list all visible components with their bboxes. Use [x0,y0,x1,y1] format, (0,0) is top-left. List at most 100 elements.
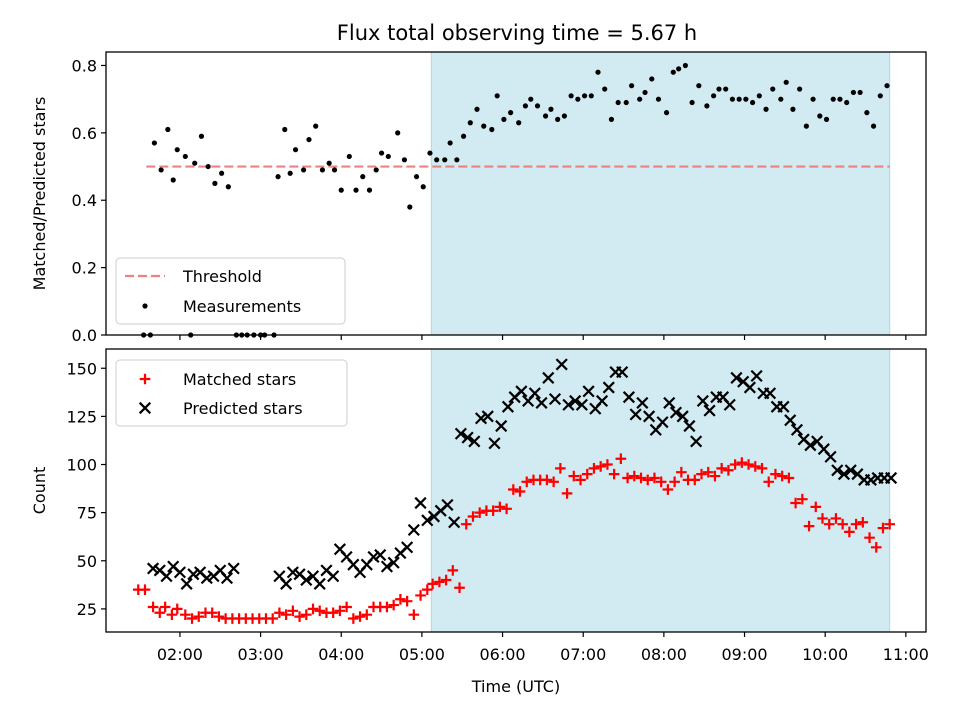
matched-stars-point [267,613,278,624]
xtick-label: 09:00 [721,645,767,664]
predicted-stars-point [616,366,629,379]
measurements-point [366,187,373,193]
matched-stars-point [474,507,486,518]
measurements-point [198,133,205,139]
predicted-stars-point [495,419,508,433]
predicted-stars-point [515,385,528,398]
bottom-ytick-label: 150 [66,359,97,378]
measurements-point [212,180,218,186]
legend-box [115,257,346,325]
measurements-point [830,96,836,102]
measurements-point [555,116,561,122]
matched-stars-point [857,516,869,528]
measurements-point [884,83,890,89]
top-panel: 0.0 0.2 0.4 0.6 0.8 Matched/Predicted stars Th… [30,51,927,345]
predicted-stars-point [690,435,703,448]
predicted-stars-point [683,419,696,433]
measurements-point [615,99,621,106]
predicted-stars-point [401,541,414,554]
predicted-stars-point [173,566,187,579]
legend-label-predicted: Predicted stars [183,399,303,418]
predicted-stars-point [636,396,649,409]
matched-stars-point [561,488,573,499]
predicted-stars-point [730,371,743,384]
matched-stars-point [159,601,171,613]
predicted-stars-point [454,427,467,440]
predicted-stars-point [380,560,394,573]
matched-stars-point [327,607,339,619]
matched-stars-point [401,595,413,607]
measurements-point [837,96,843,102]
predicted-stars-point [300,573,313,587]
matched-stars-point [294,611,305,622]
measurements-point [649,76,655,82]
matched-stars-point [440,574,452,586]
measurements-point [401,157,408,163]
matched-stars-point [783,472,795,484]
measurements-point [174,147,180,153]
measurements-point [165,126,171,133]
matched-stars-point [676,466,687,478]
matched-stars-point [850,518,862,530]
matched-stars-point [635,472,647,484]
matched-stars-point [381,601,393,613]
predicted-stars-point [474,412,488,425]
measurements-point [287,170,293,176]
matched-stars-point [803,520,815,532]
measurements-point [763,106,769,112]
predicted-stars-point [414,496,427,510]
top-ytick-label: 0.8 [72,56,97,75]
matched-stars-point [427,578,438,590]
predicted-stars-point [777,400,790,413]
measurements-point [790,106,796,112]
matched-stars-point [877,522,889,534]
matched-stars-point [649,472,660,484]
measurements-point [542,113,549,119]
bottom-ylabel: Count [30,467,49,515]
measurements-point [360,174,366,180]
matched-stars-point [388,599,399,611]
measurements-point [756,93,762,99]
matched-stars-point [334,605,346,617]
measurements-point [568,93,574,99]
matched-stars-point [447,565,459,576]
measurements-point [474,106,480,112]
legend-matched-swatch [139,373,151,385]
bottom-ytick-label: 25 [77,600,97,619]
matched-stars-point [139,584,151,595]
predicted-stars-point [146,562,160,575]
predicted-stars-point [703,404,716,417]
measurements-point [704,103,710,109]
matched-stars-point [361,609,373,620]
measurements-point [158,167,164,173]
predicted-stars-point [844,464,857,477]
measurements-point [844,99,850,106]
matched-stars-point [702,466,714,478]
matched-stars-point [776,470,788,482]
legend-label-threshold: Threshold [182,267,262,286]
matched-stars-point [655,476,667,488]
top-axes-frame [105,51,927,336]
measurements-point [870,123,877,129]
matched-stars-point [460,518,472,530]
matched-stars-point [837,518,848,530]
measurements-point [864,110,870,116]
measurements-point [319,167,326,173]
measurements-point [522,103,529,109]
measurements-point [749,99,756,106]
matched-stars-point [487,505,499,517]
measurements-point [385,153,391,160]
matched-stars-point [810,501,822,513]
measurements-point [716,86,722,92]
bottom-ytick-label: 125 [66,407,97,426]
matched-stars-point [749,461,761,472]
predicted-stars-point [180,577,193,590]
measurements-point [581,93,588,99]
bottom-ytick-label: 75 [77,504,97,523]
matched-stars-point [341,601,352,613]
predicted-stars-point [743,381,756,394]
predicted-stars-point [313,577,326,590]
predicted-stars-point [461,431,474,444]
matched-stars-point [743,459,754,470]
matched-stars-point [454,582,465,594]
